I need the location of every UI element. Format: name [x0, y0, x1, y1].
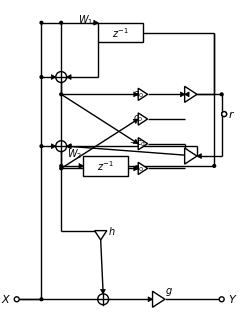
Polygon shape — [138, 162, 148, 175]
Polygon shape — [51, 144, 56, 149]
Polygon shape — [67, 75, 71, 80]
Circle shape — [40, 145, 43, 147]
Circle shape — [222, 112, 227, 117]
Polygon shape — [51, 75, 56, 80]
Circle shape — [40, 21, 43, 24]
Polygon shape — [138, 137, 148, 150]
Polygon shape — [138, 113, 148, 125]
Circle shape — [56, 141, 67, 152]
Circle shape — [213, 165, 216, 167]
Text: $z^{-1}$: $z^{-1}$ — [112, 26, 129, 40]
Circle shape — [98, 294, 109, 305]
FancyBboxPatch shape — [83, 156, 128, 176]
Polygon shape — [101, 289, 105, 294]
Polygon shape — [67, 144, 71, 149]
Circle shape — [14, 297, 19, 302]
Text: $c_0$: $c_0$ — [133, 114, 143, 124]
Polygon shape — [94, 20, 98, 25]
Polygon shape — [67, 144, 71, 149]
Polygon shape — [94, 231, 107, 240]
Circle shape — [60, 167, 62, 170]
Polygon shape — [138, 88, 148, 100]
Polygon shape — [134, 166, 138, 171]
Polygon shape — [133, 139, 138, 144]
Polygon shape — [185, 86, 197, 102]
Text: $W_1$: $W_1$ — [78, 14, 93, 27]
Circle shape — [60, 165, 62, 167]
Text: $z^{-1}$: $z^{-1}$ — [97, 159, 114, 173]
Text: $a_0$: $a_0$ — [133, 89, 144, 99]
Polygon shape — [134, 92, 138, 97]
Text: $h$: $h$ — [108, 225, 115, 237]
Circle shape — [40, 76, 43, 79]
Polygon shape — [133, 119, 138, 124]
Text: $a_0$: $a_0$ — [133, 163, 144, 174]
Circle shape — [222, 112, 227, 117]
Polygon shape — [148, 297, 152, 302]
Circle shape — [40, 298, 43, 301]
Circle shape — [60, 21, 62, 24]
Text: $Y$: $Y$ — [228, 293, 237, 305]
Polygon shape — [180, 92, 185, 97]
Text: $g$: $g$ — [165, 286, 173, 298]
Polygon shape — [79, 164, 83, 168]
Text: $-c_0$: $-c_0$ — [129, 138, 146, 149]
Polygon shape — [185, 148, 197, 164]
Polygon shape — [185, 92, 189, 97]
Circle shape — [56, 71, 67, 82]
Polygon shape — [197, 154, 201, 158]
Text: $X$: $X$ — [2, 293, 12, 305]
Circle shape — [60, 93, 62, 96]
FancyBboxPatch shape — [98, 23, 143, 43]
Polygon shape — [152, 291, 165, 307]
Circle shape — [219, 297, 224, 302]
Text: $r$: $r$ — [228, 109, 235, 119]
Circle shape — [220, 93, 223, 96]
Text: $W_2$: $W_2$ — [67, 147, 82, 160]
